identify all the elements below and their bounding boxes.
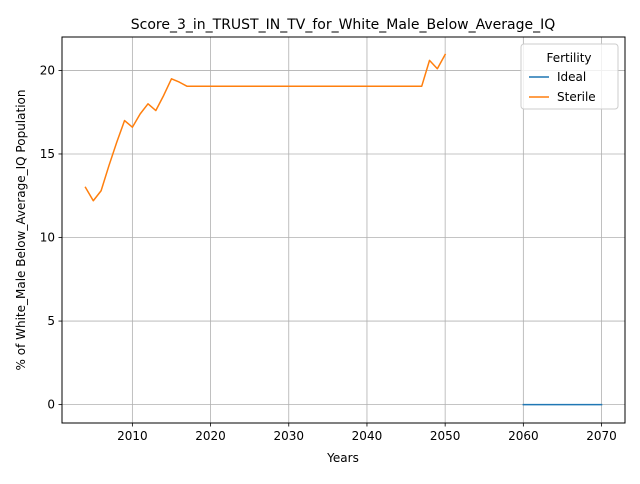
y-tick-label: 10 <box>40 231 55 245</box>
x-tick-label: 2030 <box>273 429 304 443</box>
y-tick-label: 15 <box>40 147 55 161</box>
legend: Fertility Ideal Sterile <box>520 43 619 110</box>
legend-label-sterile: Sterile <box>557 90 596 104</box>
y-tick-label: 5 <box>47 314 55 328</box>
series-line-sterile <box>84 53 447 202</box>
x-axis-label: Years <box>326 451 359 465</box>
x-tick-label: 2040 <box>352 429 383 443</box>
legend-label-ideal: Ideal <box>557 70 586 84</box>
legend-box <box>520 43 619 110</box>
x-tick-label: 2050 <box>430 429 461 443</box>
legend-title: Fertility <box>546 51 591 65</box>
x-tick-label: 2070 <box>586 429 617 443</box>
y-tick-label: 20 <box>40 63 55 77</box>
x-tick-label: 2010 <box>117 429 148 443</box>
y-tick-label: 0 <box>47 398 55 412</box>
grid-layer <box>62 37 625 423</box>
series-layer <box>84 53 603 406</box>
y-axis-label: % of White_Male Below_Average_IQ Populat… <box>14 90 28 371</box>
x-tick-label: 2020 <box>195 429 226 443</box>
plot-frame <box>61 36 626 424</box>
chart-title: Score_3_in_TRUST_IN_TV_for_White_Male_Be… <box>131 17 555 33</box>
tick-layer: 2010 2020 2030 2040 2050 2060 2070 0 5 10 15 20 <box>40 63 617 443</box>
x-tick-label: 2060 <box>508 429 539 443</box>
